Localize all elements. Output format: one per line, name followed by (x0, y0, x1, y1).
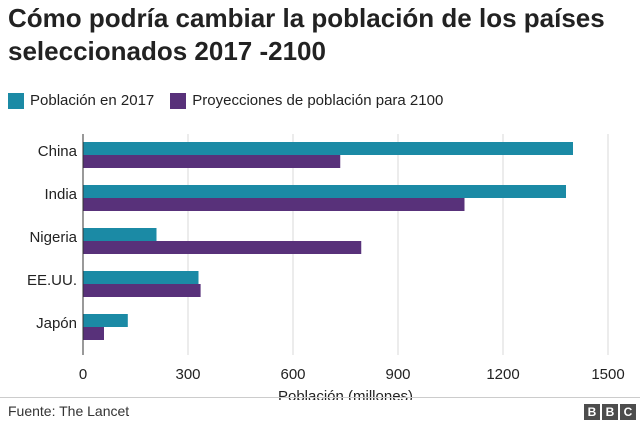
bar (83, 185, 566, 198)
logo-letter: B (584, 404, 600, 420)
legend-swatch-2017 (8, 92, 24, 109)
bar (83, 142, 573, 155)
x-tick-label: 600 (280, 366, 305, 383)
chart-title: Cómo podría cambiar la población de los … (8, 3, 605, 66)
bar (83, 271, 199, 284)
x-tick-label: 1500 (591, 366, 624, 383)
category-label: China (38, 143, 78, 160)
category-label: EE.UU. (27, 272, 77, 289)
bar (83, 228, 157, 241)
bar (83, 198, 465, 211)
legend-swatch-2100 (170, 92, 187, 109)
bar (83, 284, 201, 297)
bar (83, 155, 341, 168)
x-axis-title: Población (millones) (278, 388, 413, 400)
category-label: Nigeria (29, 229, 77, 246)
legend: Población en 2017 Proyecciones de poblac… (8, 92, 459, 109)
source-text: Fuente: The Lancet (8, 403, 130, 419)
legend-item-2100: Proyecciones de población para 2100 (170, 92, 443, 109)
bar (83, 327, 104, 340)
bbc-logo: B B C (582, 404, 636, 420)
footer-divider (0, 397, 640, 398)
x-tick-label: 1200 (486, 366, 519, 383)
x-tick-label: 900 (385, 366, 410, 383)
legend-label-2017: Población en 2017 (30, 92, 155, 109)
bar (83, 314, 128, 327)
bar (83, 241, 362, 254)
category-label: India (44, 186, 77, 203)
x-tick-label: 0 (79, 366, 87, 383)
logo-letter: B (602, 404, 618, 420)
logo-letter: C (620, 404, 636, 420)
legend-label-2100: Proyecciones de población para 2100 (192, 92, 444, 109)
legend-item-2017: Población en 2017 (8, 92, 154, 109)
x-tick-label: 300 (175, 366, 200, 383)
bar-chart: 0 300 600 900 1200 1500 Población (millones) Ch… (27, 134, 625, 400)
category-label: Japón (36, 315, 77, 332)
